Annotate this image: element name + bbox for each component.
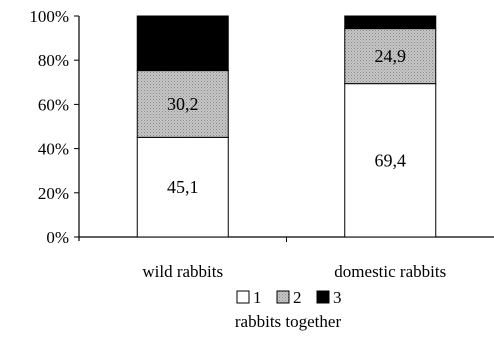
legend-label: 3 <box>333 288 342 307</box>
data-labels: 45,1 30,2 69,4 24,9 <box>167 46 406 197</box>
data-label: 24,9 <box>375 46 407 66</box>
bar-segment-wild-rabbits-series-3 <box>136 15 229 72</box>
y-tick-label: 100% <box>29 7 69 26</box>
x-category-label: wild rabbits <box>142 262 223 281</box>
legend-label: 2 <box>293 288 302 307</box>
y-tick-label: 0% <box>46 228 69 247</box>
bar-segment-domestic-rabbits-series-3 <box>344 15 437 30</box>
data-label: 45,1 <box>167 177 199 197</box>
y-tick-label: 40% <box>38 140 69 159</box>
legend: 1 2 3 rabbits together <box>235 288 342 331</box>
axes: 0% 20% 40% 60% 80% 100% wild rabbits domestic r… <box>29 7 494 281</box>
legend-label: 1 <box>253 288 262 307</box>
legend-swatch <box>276 290 290 304</box>
data-label: 69,4 <box>375 150 407 170</box>
bar-segment-domestic-rabbits-series-2 <box>344 28 437 85</box>
bar-segment-domestic-rabbits-series-1 <box>344 83 437 238</box>
y-tick-label: 20% <box>38 184 69 203</box>
x-category-label: domestic rabbits <box>334 262 446 281</box>
legend-swatch <box>316 290 330 304</box>
data-label: 30,2 <box>167 94 199 114</box>
legend-title: rabbits together <box>235 312 342 331</box>
bars <box>136 15 437 238</box>
y-tick-label: 80% <box>38 51 69 70</box>
legend-swatch <box>236 290 250 304</box>
y-tick-label: 60% <box>38 95 69 114</box>
